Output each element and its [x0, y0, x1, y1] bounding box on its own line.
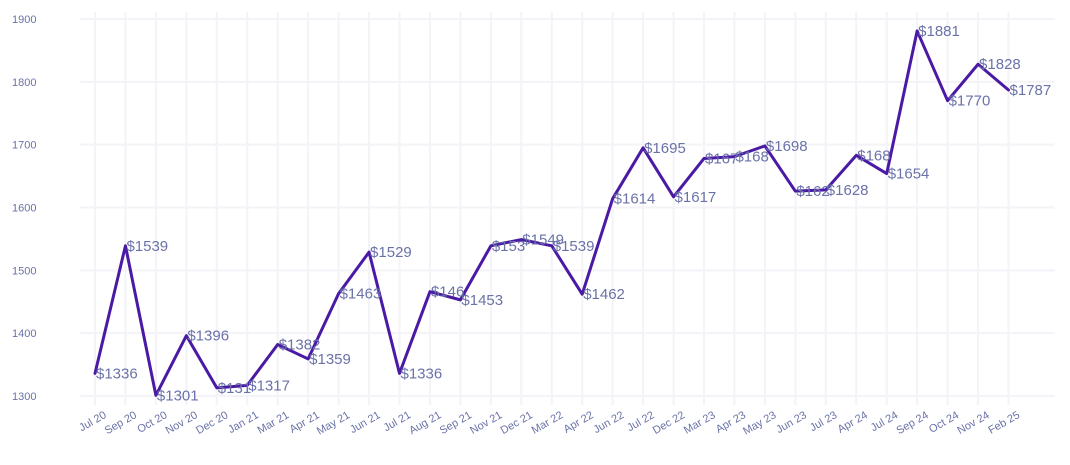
x-tick-label: Jul 22: [625, 409, 656, 434]
x-tick-label: Jul 20: [77, 409, 108, 434]
x-tick-label: Jan 21: [226, 409, 261, 436]
x-tick-label: Oct 24: [927, 409, 961, 436]
series-line: [93, 29, 1010, 397]
x-tick-label: Jun 22: [592, 409, 627, 436]
x-tick-label: Nov 20: [164, 409, 200, 437]
data-label: $1453: [461, 292, 503, 309]
data-label: $1529: [370, 244, 412, 261]
x-tick-label: Mar 21: [256, 409, 292, 437]
data-label: $1698: [766, 138, 808, 155]
x-tick-label: Nov 21: [468, 409, 504, 437]
x-tick-label: Jul 23: [808, 409, 839, 434]
x-tick-label: Feb 25: [986, 409, 1022, 437]
x-tick-label: Sep 20: [103, 409, 139, 437]
x-tick-label: Sep 21: [438, 409, 474, 437]
x-tick-label: Apr 24: [836, 409, 870, 436]
y-tick-label: 1400: [12, 328, 36, 340]
data-label: $1549: [522, 232, 564, 249]
data-label: $1654: [888, 166, 930, 183]
data-label: $1787: [1010, 82, 1052, 99]
x-tick-label: Jul 24: [869, 409, 900, 434]
data-label: $167: [705, 150, 738, 167]
grid: [80, 12, 1055, 405]
data-label: $1301: [157, 387, 199, 404]
data-label: $146: [431, 284, 464, 301]
data-label: $1336: [96, 365, 138, 382]
x-tick-label: Sep 24: [894, 409, 930, 437]
x-tick-label: Dec 20: [194, 409, 230, 437]
y-tick-label: 1800: [12, 77, 36, 89]
data-label: $1828: [979, 56, 1021, 73]
data-label: $168: [735, 149, 768, 166]
data-label: $1881: [918, 23, 960, 40]
series: [93, 29, 1010, 397]
y-axis: 1300 1400 1500 1600 1700 1800 1900: [12, 14, 36, 403]
x-tick-label: Dec 22: [651, 409, 687, 437]
data-label: $1336: [401, 365, 443, 382]
data-label: $1462: [583, 286, 625, 303]
x-tick-label: Mar 22: [530, 409, 566, 437]
x-tick-label: Jul 21: [382, 409, 413, 434]
data-label: $1539: [553, 238, 595, 255]
x-tick-label: Aug 21: [407, 409, 443, 437]
data-label: $1382: [279, 336, 321, 353]
x-tick-label: Jun 21: [348, 409, 383, 436]
data-label: $1628: [827, 182, 869, 199]
x-tick-label: Dec 21: [499, 409, 535, 437]
data-label: $1317: [248, 377, 290, 394]
data-label: $1539: [126, 238, 168, 255]
data-label: $153: [492, 238, 525, 255]
y-tick-label: 1900: [12, 14, 36, 26]
x-tick-label: Oct 20: [135, 409, 169, 436]
data-label: $1695: [644, 140, 686, 157]
data-labels: $1336 $1539 $1301 $1396 $131$1317 $1382$1359 $…: [96, 23, 1051, 404]
y-tick-label: 1500: [12, 265, 36, 277]
data-label: $1617: [675, 189, 717, 206]
data-label: $1614: [614, 191, 656, 208]
data-label: $1359: [309, 351, 351, 368]
y-tick-label: 1700: [12, 140, 36, 152]
data-label: $168: [857, 147, 890, 164]
data-label: $1463: [340, 286, 382, 303]
y-tick-label: 1300: [12, 391, 36, 403]
data-label: $162: [796, 183, 829, 200]
x-tick-label: Apr 22: [562, 409, 596, 436]
x-tick-label: May 23: [741, 409, 778, 437]
data-label: $1396: [187, 328, 229, 345]
x-tick-label: Mar 23: [682, 409, 718, 437]
x-tick-label: May 21: [315, 409, 352, 437]
x-tick-label: Jun 23: [774, 409, 809, 436]
data-label: $131: [218, 380, 251, 397]
y-tick-label: 1600: [12, 203, 36, 215]
x-tick-label: Nov 24: [955, 409, 991, 437]
data-label: $1770: [949, 93, 991, 110]
